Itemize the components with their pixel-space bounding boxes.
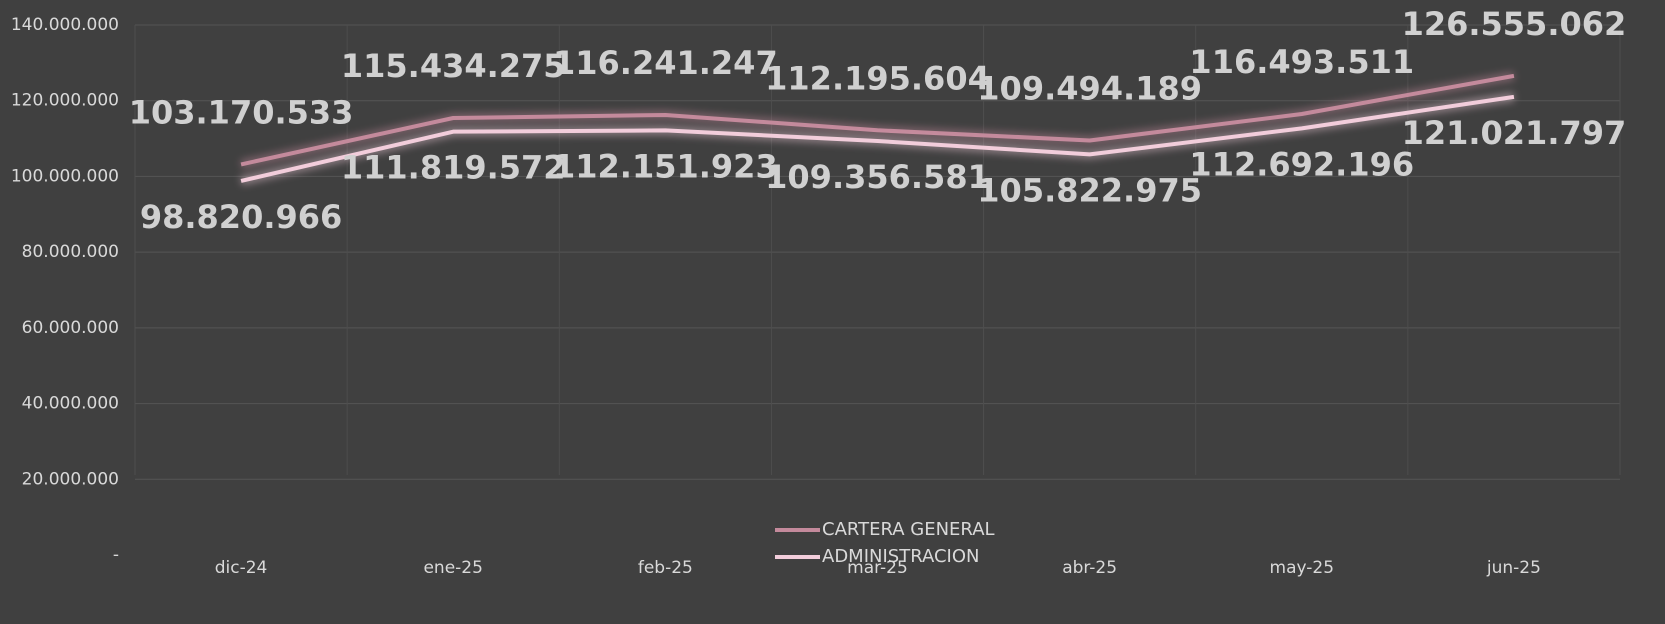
y-tick-label: - [113,545,119,565]
y-tick-label: 120.000.000 [11,91,119,111]
data-label: 116.493.511 [1189,43,1414,81]
y-tick-label: 140.000.000 [11,15,119,35]
x-tick-label: abr-25 [1062,558,1117,578]
y-tick-label: 100.000.000 [11,166,119,186]
x-tick-label: dic-24 [215,558,268,578]
data-label: 112.692.196 [1189,145,1414,183]
y-tick-label: 60.000.000 [22,318,119,338]
x-tick-label: ene-25 [423,558,482,578]
line-series [240,73,1515,167]
data-label: 126.555.062 [1402,5,1627,43]
x-tick-label: jun-25 [1486,558,1541,578]
x-tick-label: may-25 [1270,558,1335,578]
y-tick-label: 40.000.000 [22,394,119,414]
legend-label: ADMINISTRACION [822,546,980,567]
data-label: 116.241.247 [553,44,778,82]
line-series [240,94,1515,183]
data-label: 115.434.275 [341,47,566,85]
data-label: 112.195.604 [765,59,990,97]
data-label: 111.819.572 [341,149,566,187]
data-label: 98.820.966 [140,198,342,236]
data-label: 109.356.581 [765,158,990,196]
legend-label: CARTERA GENERAL [822,519,995,540]
x-tick-label: mar-25 [847,558,908,578]
data-label: 109.494.189 [977,69,1202,107]
data-label: 103.170.533 [129,93,354,131]
x-tick-label: feb-25 [638,558,693,578]
data-label: 112.151.923 [553,147,778,185]
y-tick-label: 80.000.000 [22,242,119,262]
data-label: 121.021.797 [1402,114,1627,152]
data-label: 105.822.975 [977,171,1202,209]
y-tick-label: 20.000.000 [22,469,119,489]
